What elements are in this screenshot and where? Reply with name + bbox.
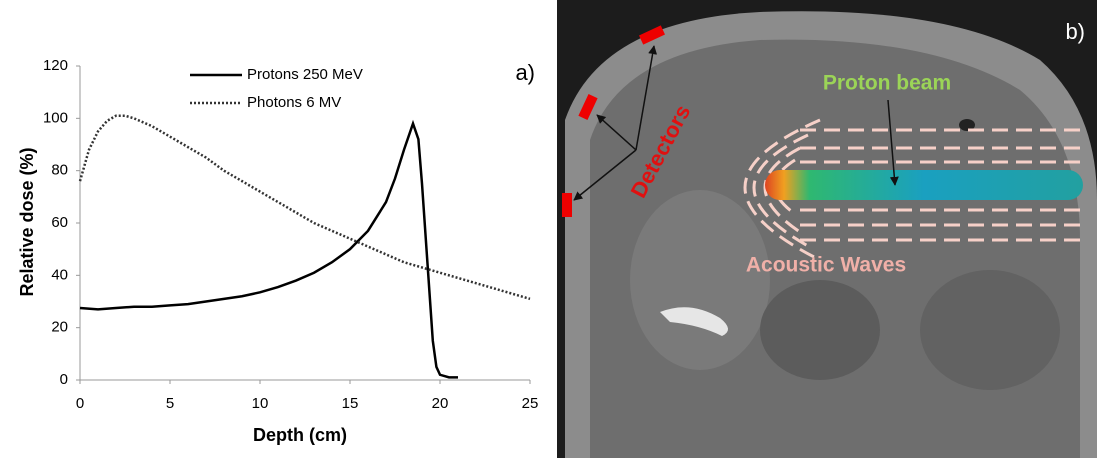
ct-image [557, 0, 1097, 458]
y-axis-title: Relative dose (%) [17, 147, 37, 296]
x-tick-label: 5 [166, 395, 174, 412]
y-tick-label: 20 [51, 319, 68, 336]
y-tick-label: 60 [51, 214, 68, 231]
y-tick-label: 40 [51, 266, 68, 283]
line [79, 119, 458, 379]
y-tick-label: 100 [43, 109, 68, 126]
x-axis-title: Depth (cm) [253, 425, 347, 445]
y-tick-label: 120 [43, 57, 68, 74]
panel-label: b) [1065, 19, 1085, 44]
x-tick-label: 20 [432, 395, 449, 412]
legend-label: Photons 6 MV [247, 94, 341, 111]
y-tick-label: 80 [51, 162, 68, 179]
x-tick-label: 15 [342, 395, 359, 412]
x-tick-label: 25 [522, 395, 539, 412]
waves-label: Acoustic Waves [746, 254, 906, 277]
panel-label: a) [515, 60, 535, 85]
x-tick-label: 10 [252, 395, 269, 412]
y-tick-label: 0 [60, 371, 68, 388]
line [78, 114, 531, 301]
proton-beam [765, 170, 1083, 200]
acoustic-waves [743, 118, 1085, 262]
legend-label: Protons 250 MeV [247, 66, 363, 83]
arrows [573, 45, 899, 201]
x-tick-label: 0 [76, 395, 84, 412]
beam-label: Proton beam [823, 72, 951, 95]
detectors [562, 25, 665, 217]
